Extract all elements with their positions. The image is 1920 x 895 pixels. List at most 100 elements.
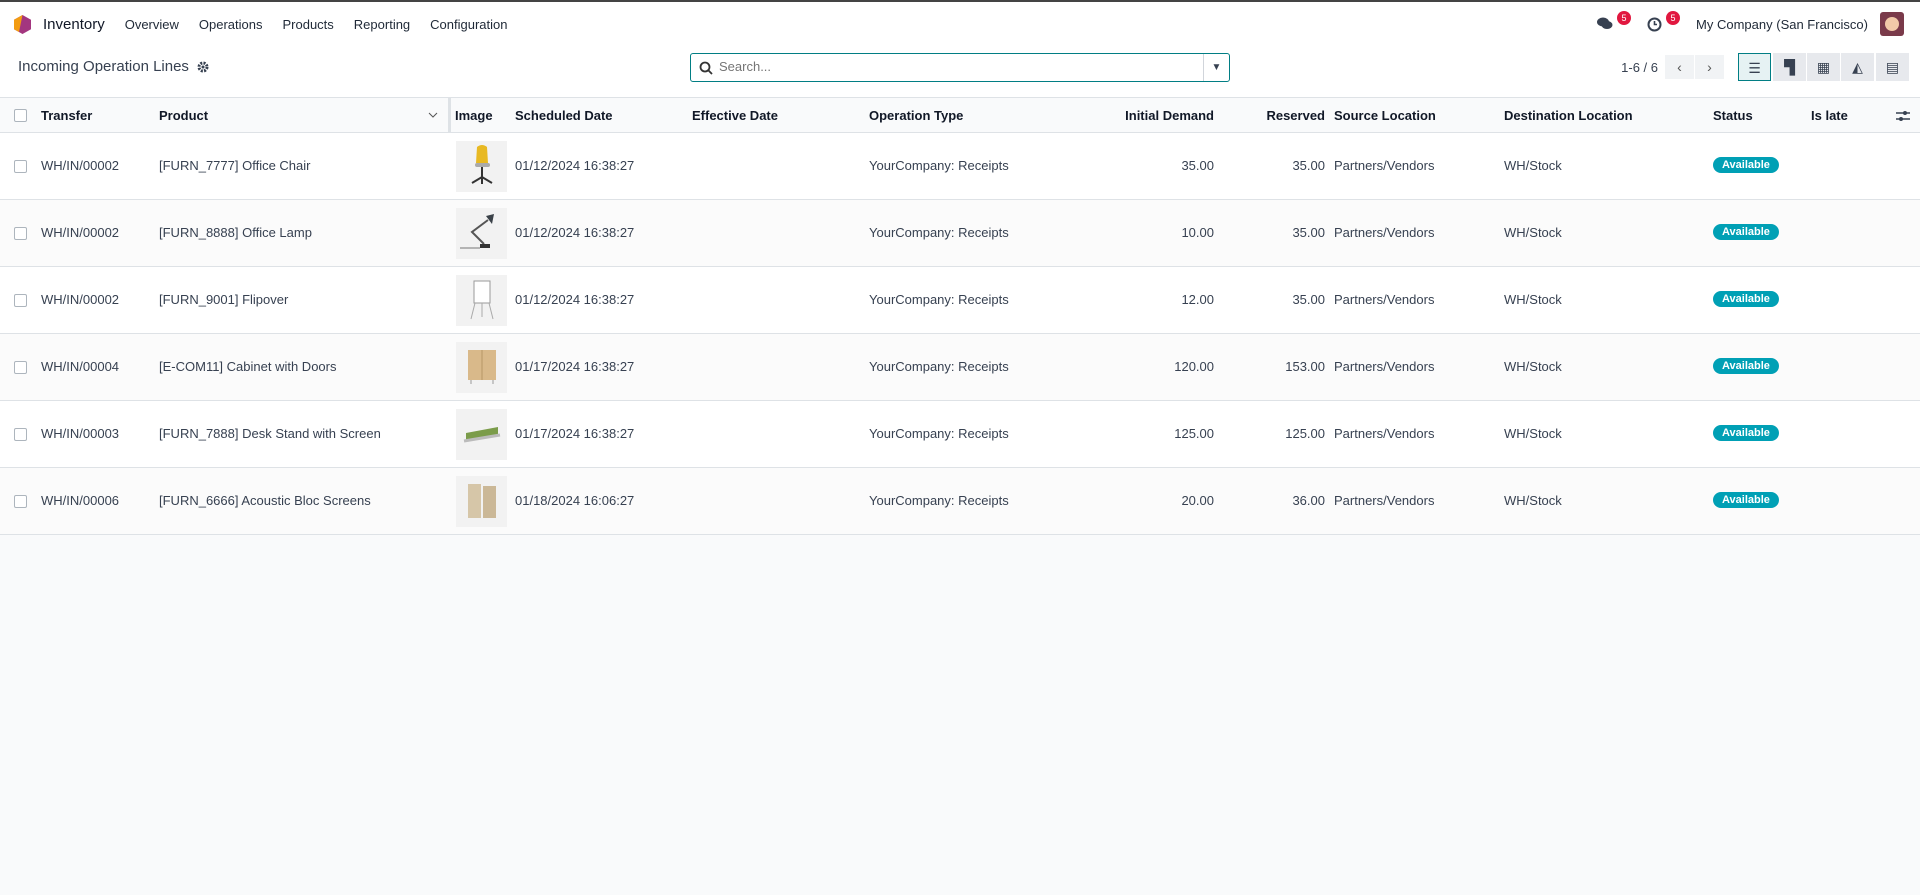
list-view-button[interactable]: ☰ (1738, 53, 1771, 81)
source-location-cell: Partners/Vendors (1334, 426, 1435, 441)
header-transfer[interactable]: Transfer (41, 108, 93, 123)
search-bar: ▼ (690, 53, 1230, 82)
header-product[interactable]: Product (159, 108, 209, 123)
table-row[interactable]: WH/IN/00003 [FURN_7888] Desk Stand with … (0, 401, 1920, 468)
user-avatar[interactable] (1880, 12, 1904, 36)
header-image[interactable]: Image (455, 108, 493, 123)
reserved-cell: 35.00 (1292, 225, 1325, 240)
destination-location-cell: WH/Stock (1504, 426, 1562, 441)
row-checkbox[interactable] (14, 227, 27, 240)
transfer-cell: WH/IN/00002 (41, 225, 120, 240)
header-source-location[interactable]: Source Location (1334, 108, 1436, 123)
header-is-late[interactable]: Is late (1811, 108, 1848, 123)
table-row[interactable]: WH/IN/00002 [FURN_9001] Flipover 01/12/2… (0, 267, 1920, 334)
header-scheduled-date[interactable]: Scheduled Date (515, 108, 613, 123)
status-badge: Available (1713, 224, 1779, 240)
desk-stand-image-icon (460, 413, 504, 456)
product-image[interactable] (456, 342, 507, 393)
pager-next-button[interactable]: › (1695, 55, 1724, 79)
operation-type-cell: YourCompany: Receipts (869, 493, 1009, 508)
select-all-checkbox[interactable] (14, 109, 27, 122)
menu-operations[interactable]: Operations (198, 16, 263, 32)
search-input[interactable] (719, 59, 1179, 74)
menu-overview[interactable]: Overview (124, 16, 179, 32)
product-image[interactable] (456, 208, 507, 259)
product-cell: [FURN_8888] Office Lamp (159, 225, 312, 240)
flipover-image-icon (467, 277, 497, 324)
transfer-cell: WH/IN/00002 (41, 292, 120, 307)
chevron-down-icon[interactable] (428, 112, 438, 118)
operation-type-cell: YourCompany: Receipts (869, 158, 1009, 173)
status-badge: Available (1713, 157, 1779, 173)
header-destination-location[interactable]: Destination Location (1504, 108, 1633, 123)
optional-columns-toggle-icon[interactable] (1896, 110, 1910, 122)
cabinet-image-icon (464, 346, 500, 389)
menu-products[interactable]: Products (282, 16, 334, 32)
destination-location-cell: WH/Stock (1504, 225, 1562, 240)
table-row[interactable]: WH/IN/00006 [FURN_6666] Acoustic Bloc Sc… (0, 468, 1920, 535)
product-cell: [FURN_7777] Office Chair (159, 158, 311, 173)
product-image[interactable] (456, 409, 507, 460)
reserved-cell: 35.00 (1292, 292, 1325, 307)
status-badge: Available (1713, 492, 1779, 508)
page-title: Incoming Operation Lines (18, 58, 189, 75)
destination-location-cell: WH/Stock (1504, 292, 1562, 307)
reserved-cell: 35.00 (1292, 158, 1325, 173)
product-cell: [E-COM11] Cabinet with Doors (159, 359, 337, 374)
breadcrumb: Incoming Operation Lines (18, 58, 209, 75)
row-checkbox[interactable] (14, 428, 27, 441)
pivot-view-button[interactable]: ▦ (1807, 53, 1840, 81)
company-switcher[interactable]: My Company (San Francisco) (1696, 16, 1868, 32)
control-panel: Incoming Operation Lines ▼ 1-6 / 6 ‹ › ☰… (0, 46, 1920, 97)
source-location-cell: Partners/Vendors (1334, 158, 1435, 173)
source-location-cell: Partners/Vendors (1334, 225, 1435, 240)
table-header: Transfer Product Image Scheduled Date Ef… (0, 97, 1920, 133)
product-image[interactable] (456, 275, 507, 326)
row-checkbox[interactable] (14, 361, 27, 374)
transfer-cell: WH/IN/00002 (41, 158, 120, 173)
product-cell: [FURN_9001] Flipover (159, 292, 289, 307)
systray: 5 5 My Company (San Francisco) (1597, 2, 1904, 46)
table-row[interactable]: WH/IN/00002 [FURN_7777] Office Chair 01/… (0, 133, 1920, 200)
column-resize-handle[interactable] (448, 98, 451, 132)
header-operation-type[interactable]: Operation Type (869, 108, 964, 123)
product-image[interactable] (456, 141, 507, 192)
reserved-cell: 153.00 (1285, 359, 1325, 374)
transfer-cell: WH/IN/00006 (41, 493, 120, 508)
table-row[interactable]: WH/IN/00004 [E-COM11] Cabinet with Doors… (0, 334, 1920, 401)
header-effective-date[interactable]: Effective Date (692, 108, 778, 123)
pager-previous-button[interactable]: ‹ (1665, 55, 1694, 79)
graph-view-button[interactable]: ◭ (1841, 53, 1874, 81)
menu-configuration[interactable]: Configuration (430, 16, 508, 32)
kanban-view-button[interactable]: ▜ (1773, 53, 1806, 81)
operation-type-cell: YourCompany: Receipts (869, 359, 1009, 374)
status-badge: Available (1713, 358, 1779, 374)
calendar-view-button[interactable]: ▤ (1876, 53, 1909, 81)
header-status[interactable]: Status (1713, 108, 1753, 123)
table-row[interactable]: WH/IN/00002 [FURN_8888] Office Lamp 01/1… (0, 200, 1920, 267)
product-image[interactable] (456, 476, 507, 527)
row-checkbox[interactable] (14, 160, 27, 173)
transfer-cell: WH/IN/00003 (41, 426, 120, 441)
row-checkbox[interactable] (14, 495, 27, 508)
menu-reporting[interactable]: Reporting (353, 16, 411, 32)
row-checkbox[interactable] (14, 294, 27, 307)
search-options-caret-icon[interactable]: ▼ (1203, 54, 1229, 81)
scheduled-date-cell: 01/12/2024 16:38:27 (515, 292, 635, 307)
lamp-image-icon (459, 210, 504, 257)
pager-value[interactable]: 1-6 / 6 (1621, 60, 1658, 75)
initial-demand-cell: 35.00 (1181, 158, 1214, 173)
scheduled-date-cell: 01/18/2024 16:06:27 (515, 493, 635, 508)
destination-location-cell: WH/Stock (1504, 158, 1562, 173)
header-reserved[interactable]: Reserved (1266, 108, 1325, 123)
inventory-logo-icon[interactable] (14, 14, 31, 34)
app-name[interactable]: Inventory (43, 15, 105, 33)
screens-image-icon (462, 478, 502, 525)
gear-icon[interactable] (197, 61, 209, 73)
status-badge: Available (1713, 425, 1779, 441)
header-initial-demand[interactable]: Initial Demand (1125, 108, 1214, 123)
destination-location-cell: WH/Stock (1504, 359, 1562, 374)
activities-clock-icon[interactable] (1647, 17, 1662, 32)
messages-icon[interactable] (1597, 17, 1613, 31)
main-menu: Inventory Overview Operations Products R… (14, 2, 508, 46)
